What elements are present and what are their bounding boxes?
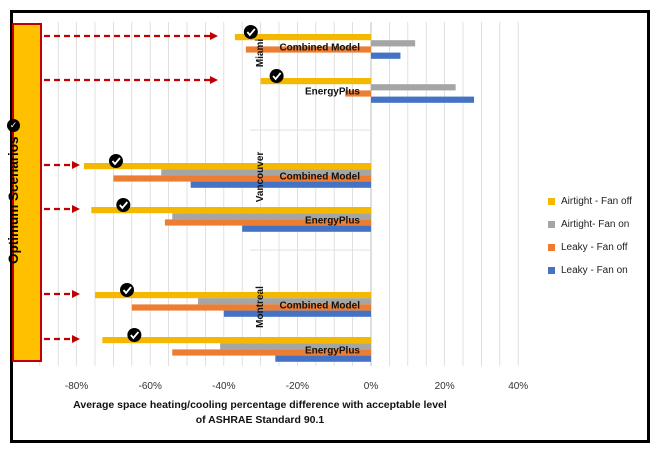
group-label: Combined Model bbox=[279, 42, 360, 53]
legend-label: Leaky - Fan off bbox=[561, 242, 628, 253]
legend-item: Leaky - Fan off bbox=[548, 236, 653, 259]
legend-swatch bbox=[548, 267, 555, 274]
legend-item: Airtight - Fan off bbox=[548, 190, 653, 213]
x-tick-label: -20% bbox=[286, 381, 309, 392]
legend-item: Leaky - Fan on bbox=[548, 259, 653, 282]
x-tick-label: 20% bbox=[435, 381, 455, 392]
bar bbox=[161, 169, 371, 176]
bar bbox=[245, 46, 371, 53]
x-tick-label: 0% bbox=[364, 381, 379, 392]
legend-label: Airtight- Fan on bbox=[561, 219, 630, 230]
x-tick-label: -40% bbox=[212, 381, 235, 392]
checkmark-stroke bbox=[130, 331, 140, 340]
checkmark-stroke bbox=[119, 201, 129, 210]
checkmark-icon bbox=[120, 283, 134, 297]
checkmark-icon bbox=[243, 25, 258, 39]
legend-swatch bbox=[548, 244, 555, 251]
optimum-scenarios-box bbox=[12, 23, 42, 362]
city-label: Miami bbox=[255, 39, 266, 68]
chart-legend: Airtight - Fan off Airtight- Fan on Leak… bbox=[548, 190, 653, 282]
bar bbox=[234, 34, 371, 41]
x-tick-label: -80% bbox=[65, 381, 88, 392]
bar bbox=[223, 310, 371, 317]
bar bbox=[371, 40, 416, 47]
bar bbox=[371, 84, 456, 91]
checkmark-icon bbox=[127, 328, 142, 342]
checkmark-stroke bbox=[122, 286, 132, 295]
group-label: EnergyPlus bbox=[305, 215, 360, 226]
bar bbox=[172, 213, 371, 220]
bar bbox=[102, 337, 372, 344]
bar bbox=[83, 163, 372, 170]
bar bbox=[275, 355, 371, 362]
legend-swatch bbox=[548, 221, 555, 228]
optimum-arrowhead bbox=[72, 205, 80, 213]
checkmark-stroke bbox=[246, 28, 256, 37]
bar bbox=[131, 304, 371, 311]
bar bbox=[91, 207, 371, 214]
bar bbox=[260, 78, 371, 85]
bar bbox=[164, 219, 371, 226]
optimum-arrowhead bbox=[210, 76, 218, 84]
city-label: Montreal bbox=[255, 286, 266, 328]
legend-label: Leaky - Fan on bbox=[561, 265, 628, 276]
bar bbox=[220, 343, 371, 350]
optimum-arrowhead bbox=[72, 161, 80, 169]
group-label: Combined Model bbox=[279, 300, 360, 311]
group-label: EnergyPlus bbox=[305, 345, 360, 356]
bar bbox=[345, 90, 371, 97]
optimum-arrowhead bbox=[72, 290, 80, 298]
checkmark-icon bbox=[108, 154, 123, 168]
group-label: EnergyPlus bbox=[305, 86, 360, 97]
figure-frame bbox=[10, 10, 650, 443]
group-label: Combined Model bbox=[279, 171, 360, 182]
checkmark-icon bbox=[116, 198, 131, 212]
checkmark-stroke bbox=[111, 157, 121, 166]
optimum-arrowhead bbox=[210, 32, 218, 40]
bar bbox=[198, 298, 371, 305]
optimum-scenarios-label: Optimum Scenarios bbox=[6, 136, 21, 264]
bar bbox=[371, 52, 401, 59]
legend-item: Airtight- Fan on bbox=[548, 213, 653, 236]
bar bbox=[95, 292, 371, 299]
x-axis-title: Average space heating/cooling percentage… bbox=[73, 399, 447, 426]
legend-swatch bbox=[548, 198, 555, 205]
city-label: Vancouver bbox=[255, 152, 266, 203]
bar bbox=[172, 349, 371, 356]
checkmark-stroke bbox=[272, 72, 282, 81]
bar bbox=[113, 175, 372, 182]
bar bbox=[242, 225, 371, 232]
bar bbox=[190, 181, 371, 188]
x-tick-label: 40% bbox=[508, 381, 528, 392]
checkmark-icon: ✓ bbox=[7, 119, 20, 133]
checkmark-icon bbox=[269, 69, 284, 83]
legend-label: Airtight - Fan off bbox=[561, 196, 632, 207]
optimum-arrowhead bbox=[72, 335, 80, 343]
x-tick-label: -60% bbox=[139, 381, 162, 392]
bar bbox=[371, 96, 475, 103]
